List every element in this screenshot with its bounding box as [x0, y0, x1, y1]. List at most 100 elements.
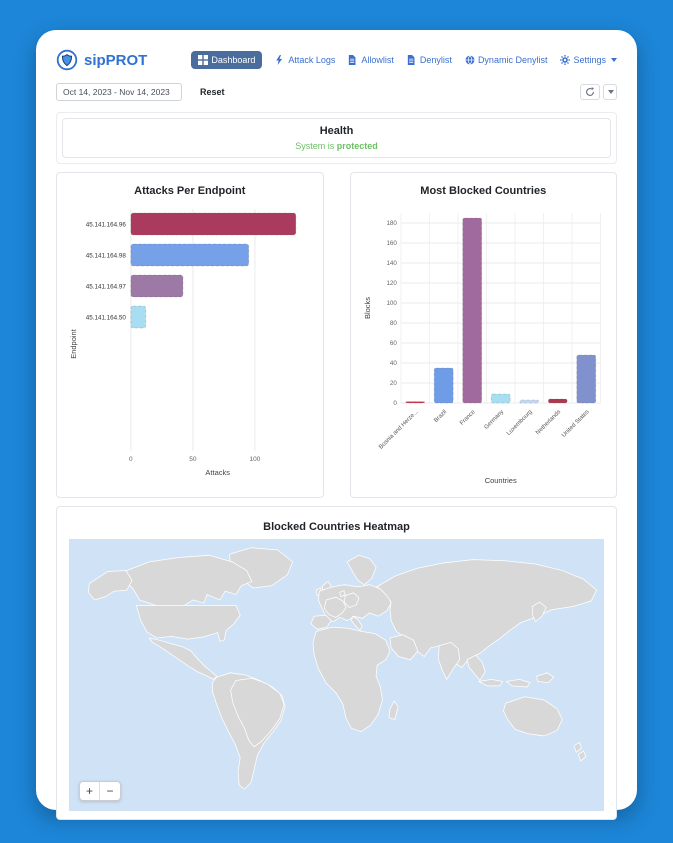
nav-label: Dynamic Denylist — [477, 55, 548, 65]
refresh-icon — [585, 87, 595, 97]
svg-text:0: 0 — [393, 400, 397, 407]
most-blocked-countries-chart: 0 20 40 60 80 100 120 140 160 180 Bosnia and Herze… — [362, 213, 601, 485]
refresh-controls — [580, 84, 617, 100]
brand-logo: sipPROT — [56, 49, 147, 71]
attacks-per-endpoint-chart: 0 50 100 45.141.164.96 45.141.164.98 45.141.1… — [69, 209, 297, 477]
svg-text:Netherlands: Netherlands — [535, 409, 562, 436]
map-zoom-in-button[interactable]: + — [80, 782, 100, 800]
svg-text:100: 100 — [249, 456, 260, 463]
map-country-new-zealand — [577, 750, 587, 762]
nav-item-dynamic-denylist[interactable]: Dynamic Denylist — [465, 55, 548, 65]
nav-label: Allowlist — [361, 55, 394, 65]
heatmap-panel: Blocked Countries Heatmap — [56, 506, 617, 820]
map-country-germany — [344, 592, 360, 608]
attacks-per-endpoint-panel: Attacks Per Endpoint 0 50 100 45.141.164.96… — [56, 172, 324, 498]
health-title: Health — [319, 125, 354, 137]
nav-item-attack-logs[interactable]: Attack Logs — [275, 55, 335, 65]
map-region-iberia — [310, 614, 332, 630]
svg-text:Blocks: Blocks — [362, 297, 371, 319]
svg-text:50: 50 — [189, 456, 197, 463]
health-panel: Health System is protected — [62, 118, 611, 158]
svg-text:40: 40 — [389, 360, 396, 367]
svg-text:100: 100 — [386, 300, 397, 307]
map-country-india — [437, 641, 460, 681]
map-country-italy — [351, 615, 363, 632]
svg-text:Brazil: Brazil — [433, 409, 448, 424]
document-icon — [407, 55, 417, 65]
svg-text:180: 180 — [386, 220, 397, 227]
shield-logo-icon — [56, 49, 78, 71]
map-region-indonesia — [477, 678, 503, 687]
world-map-svg — [69, 539, 604, 811]
header: sipPROT Dashboard Attack Logs Allowlist — [56, 46, 617, 74]
map-continent-africa — [312, 626, 391, 732]
filter-toolbar: Reset — [56, 82, 617, 102]
map-country-new-zealand — [573, 741, 582, 753]
map-country-canada — [124, 554, 253, 606]
refresh-button[interactable] — [580, 84, 600, 100]
svg-text:45.141.164.50: 45.141.164.50 — [86, 314, 127, 321]
globe-icon — [465, 55, 475, 65]
gear-icon — [560, 55, 571, 65]
main-nav: Dashboard Attack Logs Allowlist Denylist — [191, 51, 617, 69]
bolt-icon — [275, 55, 285, 65]
svg-text:Bosnia and Herze...: Bosnia and Herze... — [378, 409, 420, 451]
nav-label: Settings — [573, 55, 606, 65]
svg-text:140: 140 — [386, 260, 397, 267]
chevron-down-icon — [608, 90, 614, 94]
nav-item-allowlist[interactable]: Allowlist — [348, 55, 394, 65]
refresh-interval-button[interactable] — [603, 84, 617, 100]
svg-text:United States: United States — [561, 409, 591, 439]
world-map[interactable]: + − — [69, 539, 604, 811]
svg-text:120: 120 — [386, 280, 397, 287]
brand-name: sipPROT — [84, 51, 148, 69]
svg-text:160: 160 — [386, 240, 397, 247]
svg-text:45.141.164.98: 45.141.164.98 — [86, 252, 127, 259]
document-icon — [348, 55, 358, 65]
map-country-australia — [503, 696, 563, 737]
nav-item-settings[interactable]: Settings — [560, 55, 617, 65]
dashboard-card: sipPROT Dashboard Attack Logs Allowlist — [36, 30, 637, 820]
health-status: System is protected — [71, 141, 602, 151]
svg-text:20: 20 — [389, 380, 396, 387]
chart-title: Most Blocked Countries — [420, 185, 547, 197]
svg-text:Germany: Germany — [483, 409, 505, 431]
map-region-new-guinea — [536, 672, 555, 684]
nav-label: Attack Logs — [288, 55, 336, 65]
dashboard-icon — [198, 55, 209, 65]
health-status-prefix: System is — [295, 141, 337, 151]
svg-text:45.141.164.97: 45.141.164.97 — [86, 283, 127, 290]
date-range-input[interactable] — [56, 83, 182, 101]
reset-button[interactable]: Reset — [194, 86, 231, 98]
most-blocked-countries-panel: Most Blocked Countries 0 20 40 60 80 100 120 14… — [349, 172, 617, 498]
svg-text:80: 80 — [389, 320, 396, 327]
map-country-france — [323, 596, 347, 618]
svg-text:45.141.164.96: 45.141.164.96 — [86, 221, 127, 228]
svg-text:0: 0 — [129, 456, 133, 463]
svg-text:France: France — [459, 409, 477, 427]
health-section: Health System is protected — [56, 112, 617, 164]
map-region-scandinavia — [346, 554, 377, 586]
svg-text:Attacks: Attacks — [205, 468, 230, 477]
charts-row: Attacks Per Endpoint 0 50 100 45.141.164.96… — [56, 172, 617, 498]
map-country-mexico — [148, 637, 218, 680]
map-continent-asia — [375, 559, 597, 668]
map-country-united-states — [135, 604, 241, 642]
map-zoom-out-button[interactable]: − — [100, 782, 120, 800]
chevron-down-icon — [611, 58, 617, 62]
svg-text:Countries: Countries — [484, 476, 516, 485]
nav-item-denylist[interactable]: Denylist — [407, 55, 452, 65]
svg-text:Luxembourg: Luxembourg — [505, 409, 533, 437]
nav-item-dashboard[interactable]: Dashboard — [191, 51, 263, 69]
map-country-madagascar — [388, 700, 399, 721]
heatmap-title: Blocked Countries Heatmap — [263, 521, 410, 533]
map-region-arabia — [389, 634, 419, 661]
svg-text:Endpoint: Endpoint — [69, 328, 78, 358]
nav-label: Dashboard — [211, 55, 256, 65]
map-zoom-controls: + − — [79, 781, 121, 801]
map-country-brazil — [230, 677, 285, 748]
map-region-indonesia — [505, 678, 531, 688]
map-country-netherlands — [339, 590, 346, 598]
nav-label: Denylist — [419, 55, 452, 65]
svg-text:60: 60 — [389, 340, 396, 347]
